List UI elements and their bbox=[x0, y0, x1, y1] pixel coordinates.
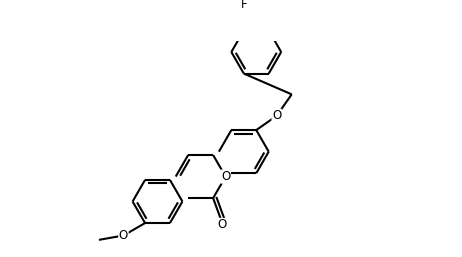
Text: F: F bbox=[241, 0, 247, 11]
Text: O: O bbox=[221, 170, 230, 183]
Text: O: O bbox=[272, 109, 281, 122]
Text: O: O bbox=[217, 218, 226, 232]
Text: O: O bbox=[119, 229, 128, 242]
